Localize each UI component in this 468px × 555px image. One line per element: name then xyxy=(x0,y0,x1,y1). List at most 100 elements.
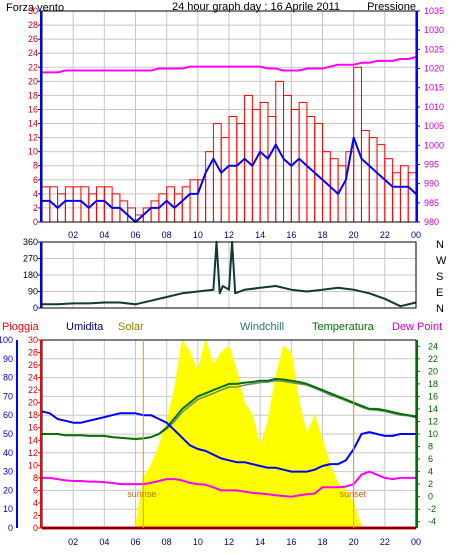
temp-x-tick-22: 22 xyxy=(380,537,390,547)
compass-3: E xyxy=(436,287,443,299)
rain-tick-10: 10 xyxy=(28,460,38,470)
wind-x-tick-18: 18 xyxy=(317,230,327,240)
temp-tick-8: 8 xyxy=(428,442,433,452)
wind-x-tick-00: 00 xyxy=(411,230,421,240)
humidity-tick-90: 90 xyxy=(3,354,13,364)
pressure-tick-1035: 1035 xyxy=(424,6,444,16)
wind-tick-6: 6 xyxy=(33,175,38,185)
dir-tick-270: 270 xyxy=(23,254,38,264)
direction-line xyxy=(42,241,417,308)
temperature-label: Temperatura xyxy=(312,321,375,333)
humidity-tick-70: 70 xyxy=(3,391,13,401)
rain-tick-30: 30 xyxy=(28,335,38,345)
sun-markers: sunrise sunset xyxy=(127,340,367,528)
avg-wind-line xyxy=(42,136,417,223)
pressure-ticks: 980 985 990 995 1000 1005 1010 1015 1020 1025 1030… xyxy=(416,6,444,227)
rain-tick-28: 28 xyxy=(28,348,38,358)
sunrise-label: sunrise xyxy=(127,489,156,499)
humidity-tick-10: 10 xyxy=(3,504,13,514)
rain-tick-18: 18 xyxy=(28,410,38,420)
rain-tick-14: 14 xyxy=(28,435,38,445)
humidity-tick-50: 50 xyxy=(3,429,13,439)
pressure-tick-1000: 1000 xyxy=(424,140,444,150)
humidity-tick-80: 80 xyxy=(3,373,13,383)
wind-tick-16: 16 xyxy=(28,104,38,114)
pressure-tick-1030: 1030 xyxy=(424,25,444,35)
humidity-tick-20: 20 xyxy=(3,485,13,495)
temp-x-tick-12: 12 xyxy=(224,537,234,547)
humidity-tick-100: 100 xyxy=(0,335,13,345)
wind-tick-18: 18 xyxy=(28,90,38,100)
chart-title: 24 hour graph day : 16 Aprile 2011 xyxy=(172,1,340,13)
temp-tick-20: 20 xyxy=(428,366,438,376)
pressure-tick-1015: 1015 xyxy=(424,83,444,93)
wind-x-tick-04: 04 xyxy=(99,230,109,240)
wind-x-tick-22: 22 xyxy=(380,230,390,240)
rain-tick-2: 2 xyxy=(33,510,38,520)
compass-1: W xyxy=(436,255,447,267)
humidity-tick-60: 60 xyxy=(3,410,13,420)
pressure-tick-995: 995 xyxy=(424,159,439,169)
solar-label: Solar xyxy=(118,321,144,333)
temp-tick-0: 0 xyxy=(428,492,433,502)
temp-tick-14: 14 xyxy=(428,404,438,414)
wind-tick-24: 24 xyxy=(28,48,38,58)
wind-tick-26: 26 xyxy=(28,34,38,44)
rain-tick-22: 22 xyxy=(28,385,38,395)
wind-x-tick-14: 14 xyxy=(255,230,265,240)
temp-tick-22: 22 xyxy=(428,354,438,364)
rain-label: Pioggia xyxy=(2,321,40,333)
wind-tick-14: 14 xyxy=(28,119,38,129)
temp-tick-18: 18 xyxy=(428,379,438,389)
wind-x-tick-06: 06 xyxy=(130,230,140,240)
wind-tick-30: 30 xyxy=(28,6,38,16)
rain-tick-6: 6 xyxy=(33,485,38,495)
temp-tick-12: 12 xyxy=(428,416,438,426)
temp-tick-16: 16 xyxy=(428,391,438,401)
rain-tick-0: 0 xyxy=(33,523,38,533)
temp-x-tick-16: 16 xyxy=(286,537,296,547)
humidity-tick-0: 0 xyxy=(8,523,13,533)
compass-2: S xyxy=(436,271,443,283)
wind-x-ticks: 02 04 06 08 10 12 14 16 18 20 22 00 xyxy=(68,230,421,240)
pressure-tick-1005: 1005 xyxy=(424,121,444,131)
temp-tick-6: 6 xyxy=(428,454,433,464)
temperature-x-ticks: 02 04 06 08 10 12 14 16 18 20 22 00 xyxy=(68,537,421,547)
wind-x-tick-16: 16 xyxy=(286,230,296,240)
temp-x-tick-10: 10 xyxy=(193,537,203,547)
pressure-tick-1025: 1025 xyxy=(424,44,444,54)
wind-x-tick-02: 02 xyxy=(68,230,78,240)
dir-tick-180: 180 xyxy=(23,270,38,280)
wind-tick-10: 10 xyxy=(28,147,38,157)
rain-tick-16: 16 xyxy=(28,423,38,433)
temp-x-tick-02: 02 xyxy=(68,537,78,547)
temp-tick--2: -2 xyxy=(428,504,436,514)
wind-tick-12: 12 xyxy=(28,133,38,143)
rain-tick-20: 20 xyxy=(28,398,38,408)
wind-tick-4: 4 xyxy=(33,189,38,199)
dewpoint-label: Dew Point xyxy=(392,321,442,333)
wind-tick-2: 2 xyxy=(33,203,38,213)
compass-4: N xyxy=(436,303,444,315)
dir-tick-360: 360 xyxy=(23,237,38,247)
temp-x-tick-04: 04 xyxy=(99,537,109,547)
temp-tick-10: 10 xyxy=(428,429,438,439)
pressure-axis-label: Pressione xyxy=(367,1,416,13)
temp-x-tick-20: 20 xyxy=(349,537,359,547)
rain-tick-12: 12 xyxy=(28,448,38,458)
temp-x-tick-18: 18 xyxy=(317,537,327,547)
sunset-label: sunset xyxy=(340,489,367,499)
pressure-tick-1010: 1010 xyxy=(424,102,444,112)
wind-x-tick-20: 20 xyxy=(349,230,359,240)
rain-tick-4: 4 xyxy=(33,498,38,508)
pressure-tick-1020: 1020 xyxy=(424,64,444,74)
dir-tick-90: 90 xyxy=(28,287,38,297)
wind-tick-20: 20 xyxy=(28,76,38,86)
direction-ticks: 0 90 180 270 360 xyxy=(23,237,42,313)
rain-tick-24: 24 xyxy=(28,373,38,383)
compass-0: N xyxy=(436,239,444,251)
temp-x-tick-14: 14 xyxy=(255,537,265,547)
